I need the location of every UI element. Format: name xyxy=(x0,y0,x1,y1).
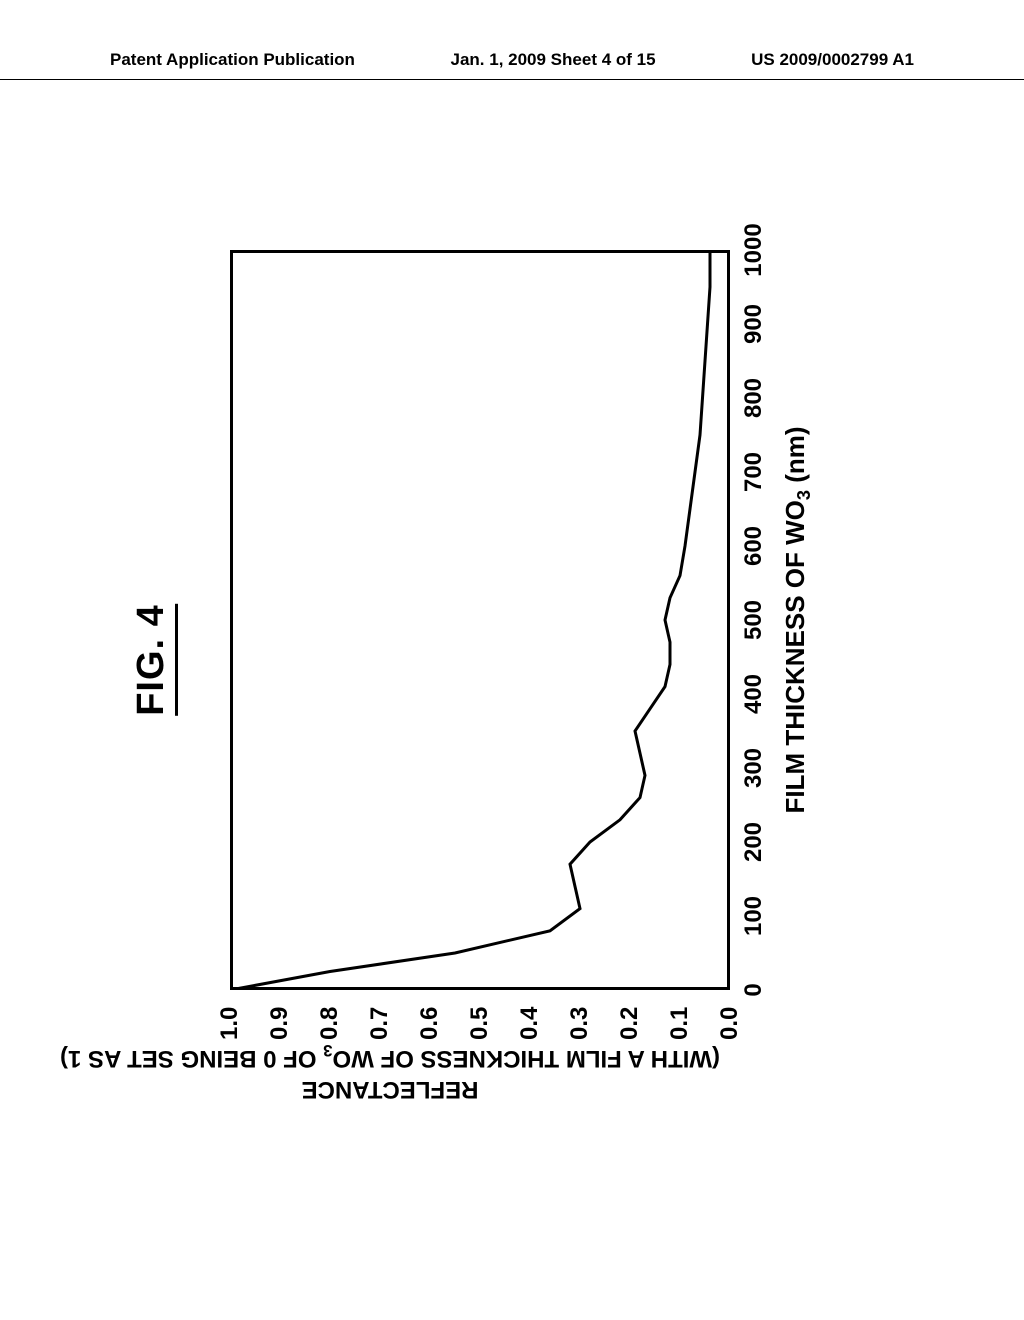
x-tick-label: 100 xyxy=(740,896,768,936)
y-axis-label-line1: REFLECTANCE xyxy=(60,1074,720,1105)
y-tick-label: 0.3 xyxy=(566,780,594,1040)
x-tick-label: 1000 xyxy=(740,223,768,276)
y-axis-label-line2: (WITH A FILM THICKNESS OF WO3 OF 0 BEING… xyxy=(60,1039,720,1074)
y-tick-label: 0.9 xyxy=(266,780,294,1040)
y-tick-label: 0.8 xyxy=(316,780,344,1040)
y-tick-label: 0.4 xyxy=(516,780,544,1040)
y-tick-label: 0.7 xyxy=(366,780,394,1040)
x-tick-label: 800 xyxy=(740,378,768,418)
y-tick-label: 0.2 xyxy=(616,780,644,1040)
x-tick-label: 200 xyxy=(740,822,768,862)
x-tick-label: 600 xyxy=(740,526,768,566)
y-tick-label: 0.6 xyxy=(416,780,444,1040)
page-header: Patent Application Publication Jan. 1, 2… xyxy=(0,50,1024,80)
figure-container: FIG. 4 0.00.10.20.30.40.50.60.70.80.91.0… xyxy=(110,180,910,1140)
header-left: Patent Application Publication xyxy=(110,50,355,73)
figure-rotated: FIG. 4 0.00.10.20.30.40.50.60.70.80.91.0… xyxy=(110,180,910,1140)
x-axis-label: FILM THICKNESS OF WO3 (nm) xyxy=(780,426,815,813)
x-tick-label: 400 xyxy=(740,674,768,714)
y-axis-label: REFLECTANCE (WITH A FILM THICKNESS OF WO… xyxy=(60,1039,720,1105)
x-tick-label: 700 xyxy=(740,452,768,492)
x-tick-label: 900 xyxy=(740,304,768,344)
header-center: Jan. 1, 2009 Sheet 4 of 15 xyxy=(451,50,656,73)
x-tick-label: 500 xyxy=(740,600,768,640)
figure-title: FIG. 4 xyxy=(130,604,178,716)
x-tick-label: 300 xyxy=(740,748,768,788)
y-tick-label: 1.0 xyxy=(216,780,244,1040)
x-tick-label: 0 xyxy=(740,983,768,996)
header-right: US 2009/0002799 A1 xyxy=(751,50,914,73)
y-tick-label: 0.5 xyxy=(466,780,494,1040)
y-tick-label: 0.1 xyxy=(666,780,694,1040)
